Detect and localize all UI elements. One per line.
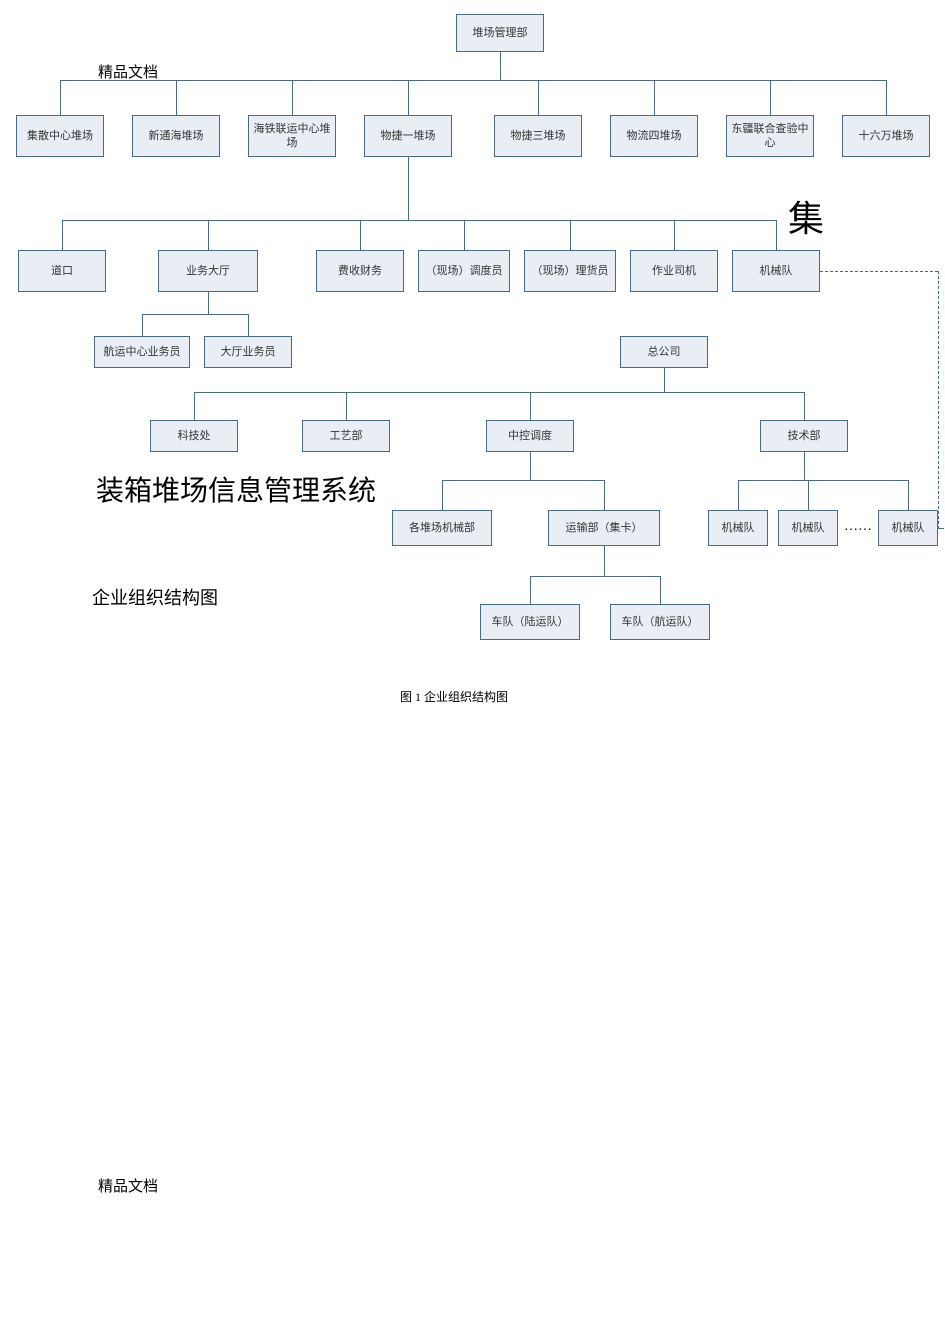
node-r4-1: 科技处 xyxy=(150,420,238,452)
connector-line xyxy=(442,480,443,510)
node-r1-1: 集散中心堆场 xyxy=(16,115,104,157)
node-r2-6: 作业司机 xyxy=(630,250,718,292)
connector-line xyxy=(738,480,908,481)
connector-line xyxy=(408,80,409,115)
connector-line xyxy=(346,392,347,420)
connector-line xyxy=(464,220,465,250)
ellipsis: …… xyxy=(844,519,872,535)
node-hq: 总公司 xyxy=(620,336,708,368)
connector-line xyxy=(208,292,209,314)
connector-line xyxy=(208,220,209,250)
connector-line xyxy=(194,392,804,393)
node-r5-1: 各堆场机械部 xyxy=(392,510,492,546)
node-root: 堆场管理部 xyxy=(456,14,544,52)
node-r1-3: 海铁联运中心堆场 xyxy=(248,115,336,157)
node-r2-3: 费收财务 xyxy=(316,250,404,292)
node-r4-4: 技术部 xyxy=(760,420,848,452)
node-r1-8: 十六万堆场 xyxy=(842,115,930,157)
node-r5-5: 机械队 xyxy=(878,510,938,546)
node-r4-2: 工艺部 xyxy=(302,420,390,452)
connector-line xyxy=(674,220,675,250)
connector-line xyxy=(62,220,776,221)
node-r4-3: 中控调度 xyxy=(486,420,574,452)
connector-line xyxy=(60,80,61,115)
connector-line xyxy=(604,546,605,576)
connector-line xyxy=(530,452,531,480)
connector-line xyxy=(142,314,248,315)
connector-line xyxy=(194,392,195,420)
connector-line xyxy=(530,392,531,420)
title-sub: 企业组织结构图 xyxy=(92,584,218,610)
connector-line xyxy=(664,368,665,392)
node-r5-3: 机械队 xyxy=(708,510,768,546)
connector-line xyxy=(248,314,249,336)
connector-line xyxy=(738,480,739,510)
node-r2-1: 道口 xyxy=(18,250,106,292)
big-char: 集 xyxy=(788,190,824,242)
connector-line xyxy=(886,80,887,115)
node-r2-2: 业务大厅 xyxy=(158,250,258,292)
connector-line xyxy=(530,576,660,577)
header-label: 精品文档 xyxy=(98,61,158,82)
connector-line xyxy=(60,80,886,81)
connector-line xyxy=(360,220,361,250)
connector-line xyxy=(770,80,771,115)
node-r1-5: 物捷三堆场 xyxy=(494,115,582,157)
connector-line xyxy=(654,80,655,115)
connector-line xyxy=(804,452,805,480)
node-r5-4: 机械队 xyxy=(778,510,838,546)
connector-line xyxy=(500,52,501,80)
caption: 图 1 企业组织结构图 xyxy=(400,688,508,705)
connector-line xyxy=(142,314,143,336)
connector-line xyxy=(908,480,909,510)
connector-line xyxy=(776,220,777,250)
title-main: 装箱堆场信息管理系统 xyxy=(86,472,386,511)
connector-dashed xyxy=(820,271,938,272)
connector-line xyxy=(538,80,539,115)
node-r3-2: 大厅业务员 xyxy=(204,336,292,368)
node-r2-7: 机械队 xyxy=(732,250,820,292)
connector-line xyxy=(292,80,293,115)
connector-dashed xyxy=(938,271,939,529)
connector-line xyxy=(808,480,809,510)
node-r1-4: 物捷一堆场 xyxy=(364,115,452,157)
node-r1-7: 东疆联合查验中心 xyxy=(726,115,814,157)
connector-line xyxy=(604,480,605,510)
connector-line xyxy=(176,80,177,115)
node-r1-2: 新通海堆场 xyxy=(132,115,220,157)
connector-line xyxy=(660,576,661,604)
connector-line xyxy=(804,392,805,420)
connector-line xyxy=(570,220,571,250)
connector-line xyxy=(408,157,409,220)
node-r5-2: 运输部（集卡） xyxy=(548,510,660,546)
node-r3-1: 航运中心业务员 xyxy=(94,336,190,368)
node-r6-1: 车队（陆运队） xyxy=(480,604,580,640)
connector-line xyxy=(442,480,604,481)
node-r1-6: 物流四堆场 xyxy=(610,115,698,157)
connector-dashed xyxy=(938,528,944,529)
connector-line xyxy=(62,220,63,250)
node-r2-5: （现场）理货员 xyxy=(524,250,616,292)
connector-line xyxy=(530,576,531,604)
node-r6-2: 车队（航运队） xyxy=(610,604,710,640)
node-r2-4: （现场）调度员 xyxy=(418,250,510,292)
footer-label: 精品文档 xyxy=(98,1175,158,1196)
